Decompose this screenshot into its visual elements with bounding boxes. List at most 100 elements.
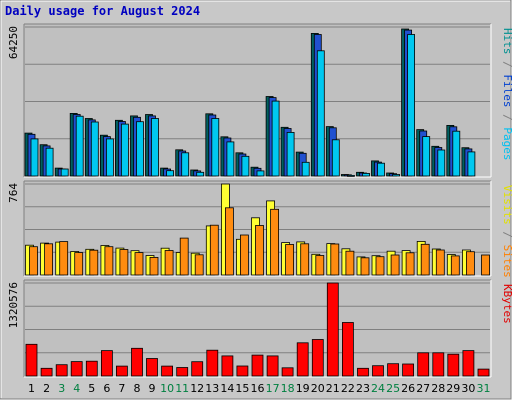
bar-pages-day-5	[90, 121, 99, 177]
bar-kbytes-day-23	[357, 367, 369, 377]
bar-pages-day-25	[392, 174, 401, 177]
x-tick-label: 10	[160, 382, 174, 395]
bar-sites-day-3	[59, 241, 69, 276]
x-tick-label: 12	[190, 382, 204, 395]
bar-kbytes-day-9	[146, 358, 158, 377]
bar-pages-day-21	[331, 139, 340, 177]
bar-pages-day-17	[271, 100, 280, 177]
x-tick-label: 11	[175, 382, 189, 395]
bar-sites-day-18	[285, 244, 295, 276]
bar-sites-day-30	[465, 251, 475, 276]
bar-kbytes-day-2	[40, 367, 53, 377]
bar-kbytes-day-15	[236, 365, 249, 377]
bar-pages-day-11	[181, 152, 190, 177]
bar-pages-day-18	[286, 131, 295, 177]
x-tick-label: 3	[58, 382, 65, 395]
x-tick-label: 9	[149, 382, 156, 395]
x-tick-label: 23	[356, 382, 370, 395]
legend-label: KBytes	[501, 284, 512, 324]
bar-kbytes-day-19	[296, 342, 309, 377]
bar-sites-day-28	[435, 249, 445, 276]
x-tick-label: 21	[326, 382, 340, 395]
legend-entry: Files	[501, 74, 512, 107]
legend-entry: /	[501, 55, 512, 75]
x-tick-label: 28	[431, 382, 445, 395]
chart-title: Daily usage for August 2024	[5, 4, 200, 18]
x-tick-label: 19	[296, 382, 310, 395]
bar-kbytes-day-20	[311, 339, 324, 377]
bar-sites-day-27	[420, 243, 430, 276]
bar-kbytes-day-13	[206, 349, 219, 377]
bar-sites-day-29	[450, 255, 460, 276]
bar-kbytes-day-26	[402, 363, 415, 377]
legend-entry: Visits	[501, 185, 512, 225]
x-tick-label: 8	[134, 382, 141, 395]
bar-pages-day-9	[151, 118, 159, 177]
max-value-label: 64250	[7, 26, 20, 59]
x-tick-label: 16	[251, 382, 265, 395]
bar-sites-day-21	[330, 243, 340, 276]
x-tick-label: 4	[73, 382, 80, 395]
bar-kbytes-day-25	[387, 363, 400, 377]
legend-label: Visits / Sites	[501, 185, 512, 278]
chart-panels: 64250 Hits / Files / Pages 764 Visits / Sit…	[7, 23, 512, 378]
bar-pages-day-28	[437, 149, 446, 177]
bar-pages-day-13	[211, 118, 220, 177]
bar-kbytes-day-16	[251, 354, 264, 377]
x-tick-label: 14	[220, 382, 234, 395]
x-tick-label: 25	[386, 382, 400, 395]
bar-sites-day-10	[164, 250, 174, 276]
bar-kbytes-day-17	[266, 355, 279, 377]
x-tick-label: 15	[235, 382, 249, 395]
bar-sites-day-14	[224, 207, 234, 276]
bar-sites-day-25	[390, 254, 400, 276]
x-tick-label: 6	[103, 382, 110, 395]
bar-sites-day-23	[360, 257, 370, 276]
bar-pages-day-24	[377, 162, 385, 177]
legend-label: Hits / Files / Pages	[501, 28, 512, 161]
bar-pages-day-19	[301, 161, 310, 177]
bar-sites-day-24	[375, 256, 385, 276]
x-tick-label: 13	[205, 382, 219, 395]
legend-entry: Pages	[501, 127, 512, 160]
bar-kbytes-day-3	[55, 364, 68, 377]
panel-hits-files-pages: 64250 Hits / Files / Pages	[7, 23, 512, 178]
x-tick-label: 26	[401, 382, 415, 395]
bar-kbytes-day-21	[326, 282, 339, 377]
bar-sites-day-9	[149, 256, 159, 276]
bar-pages-day-12	[196, 171, 205, 177]
panel-visits-sites: 764 Visits / Sites	[7, 180, 512, 278]
bar-kbytes-day-18	[281, 367, 294, 377]
panel-kbytes: 1320576 KBytes	[7, 279, 512, 378]
bar-sites-day-19	[300, 243, 310, 276]
bar-pages-day-4	[75, 115, 84, 177]
x-tick-label: 27	[416, 382, 430, 395]
bar-kbytes-day-24	[372, 365, 384, 377]
x-axis-day-labels: 1 2 3 4 5 6 7 8 9 10 11 12 13 14 15 16 17 18 19 20 21 22 23 24 2…	[28, 382, 491, 395]
x-tick-label: 29	[446, 382, 460, 395]
bar-pages-day-23	[362, 172, 370, 177]
bar-pages-day-8	[136, 121, 144, 177]
bar-sites-day-13	[209, 224, 219, 276]
bar-kbytes-day-12	[191, 361, 204, 377]
x-tick-label: 31	[477, 382, 491, 395]
x-tick-label: 22	[341, 382, 355, 395]
bar-sites-day-31	[481, 254, 490, 276]
legend-entry: /	[501, 225, 512, 245]
bar-pages-day-22	[346, 174, 355, 177]
bar-kbytes-day-30	[462, 350, 475, 377]
bar-sites-day-5	[89, 249, 99, 276]
legend-entry: /	[501, 108, 512, 128]
x-tick-label: 24	[371, 382, 385, 395]
x-tick-label: 30	[461, 382, 475, 395]
bar-pages-day-3	[60, 168, 69, 177]
max-value-label: 764	[7, 183, 20, 203]
bar-sites-day-15	[239, 234, 249, 276]
bar-kbytes-day-5	[85, 360, 98, 377]
bar-pages-day-6	[106, 138, 114, 177]
bar-pages-day-7	[121, 123, 129, 177]
bar-kbytes-day-4	[70, 361, 83, 377]
bar-pages-day-10	[166, 170, 175, 177]
bar-kbytes-day-14	[221, 355, 234, 377]
